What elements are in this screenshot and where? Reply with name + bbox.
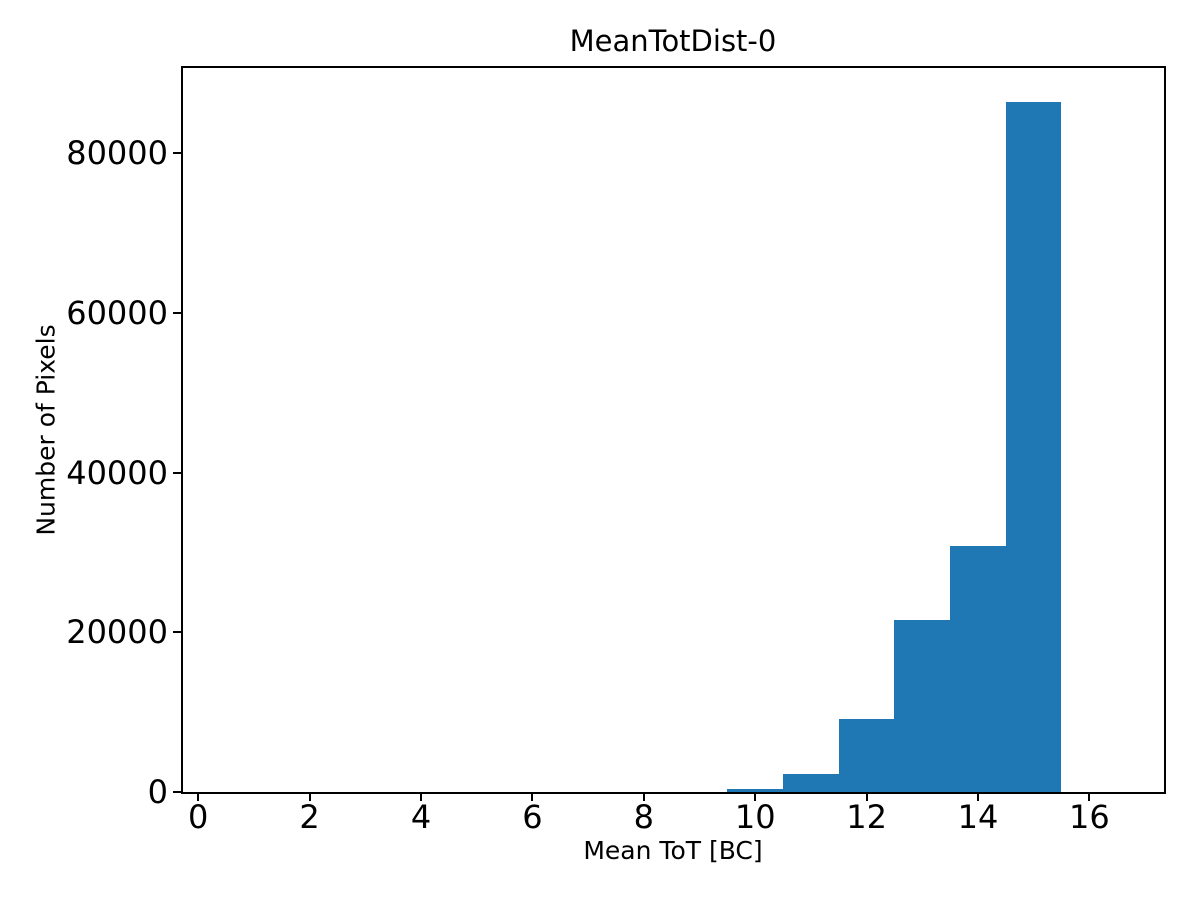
x-tick-label: 2 — [299, 798, 320, 836]
x-tick-mark — [865, 793, 868, 801]
y-tick-mark — [173, 311, 181, 314]
y-tick-mark — [173, 471, 181, 474]
x-tick-label: 14 — [957, 798, 999, 836]
histogram-bar — [1005, 101, 1062, 792]
x-tick-mark — [1088, 793, 1091, 801]
x-tick-mark — [197, 793, 200, 801]
x-tick-mark — [420, 793, 422, 801]
y-tick-label: 60000 — [66, 293, 168, 332]
y-tick-label: 40000 — [66, 453, 168, 492]
histogram-bar — [894, 620, 951, 792]
y-tick-label: 0 — [147, 773, 168, 811]
histogram-bar — [783, 773, 839, 792]
x-axis-label: Mean ToT [BC] — [583, 836, 763, 865]
x-tick-label: 4 — [410, 798, 432, 836]
y-tick-label: 80000 — [66, 134, 168, 172]
x-tick-mark — [308, 793, 311, 801]
y-tick-mark — [173, 152, 181, 154]
histogram-bar — [838, 719, 895, 792]
x-tick-label: 8 — [633, 798, 654, 836]
x-tick-mark — [531, 793, 534, 801]
x-tick-mark — [977, 793, 979, 801]
histogram-bar — [950, 546, 1006, 792]
x-tick-label: 16 — [1069, 798, 1110, 836]
y-axis-label: Number of Pixels — [31, 324, 61, 536]
y-tick-mark — [173, 791, 181, 793]
x-tick-mark — [642, 793, 645, 801]
histogram-bar — [727, 788, 783, 792]
x-tick-label: 6 — [522, 798, 543, 836]
x-tick-label: 0 — [188, 798, 209, 836]
x-tick-label: 12 — [846, 798, 887, 836]
y-tick-mark — [173, 631, 181, 634]
y-tick-label: 20000 — [66, 613, 168, 652]
chart-title: MeanTotDist-0 — [569, 24, 777, 58]
x-tick-label: 10 — [734, 798, 776, 836]
x-tick-mark — [754, 793, 757, 801]
